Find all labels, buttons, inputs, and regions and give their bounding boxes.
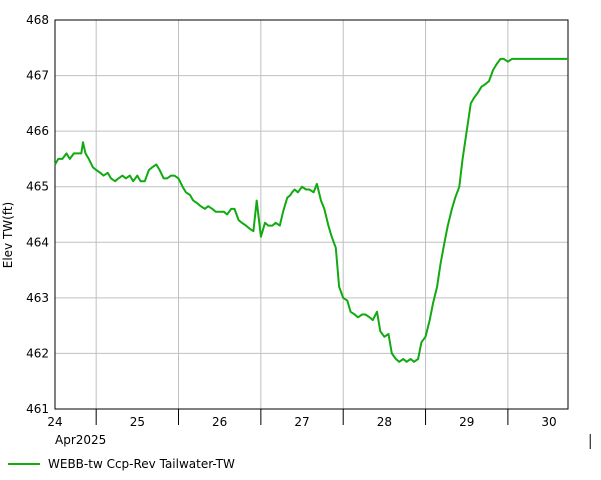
series-line: [54, 57, 568, 363]
series-layer: [54, 57, 568, 363]
y-tick-label: 468: [26, 13, 49, 27]
month-label: Apr2025: [55, 433, 106, 447]
x-tick-label: 27: [294, 415, 309, 429]
x-tick-label: 30: [541, 415, 556, 429]
plot-border: [54, 19, 569, 410]
y-tick-label: 464: [26, 235, 49, 249]
y-tick-label: 462: [26, 346, 49, 360]
x-tick-label: 29: [459, 415, 474, 429]
y-tick-label: 463: [26, 291, 49, 305]
y-axis-title: Elev TW(ft): [1, 202, 15, 269]
x-tick-label: 24: [47, 415, 62, 429]
tick-labels: 461 462 463 464 465 466 467 468 24 25 26 27 28 29 30: [26, 13, 557, 429]
y-tick-label: 466: [26, 124, 49, 138]
x-tick-label: 28: [377, 415, 392, 429]
legend-label: WEBB-tw Ccp-Rev Tailwater-TW: [48, 457, 235, 471]
y-tick-label: 467: [26, 69, 49, 83]
y-tick-label: 461: [26, 402, 49, 416]
x-tick-label: 26: [212, 415, 227, 429]
legend: WEBB-tw Ccp-Rev Tailwater-TW: [8, 456, 235, 472]
y-tick-label: 465: [26, 180, 49, 194]
legend-swatch: [8, 463, 40, 465]
axes: [54, 19, 591, 449]
x-tick-label: 25: [130, 415, 145, 429]
